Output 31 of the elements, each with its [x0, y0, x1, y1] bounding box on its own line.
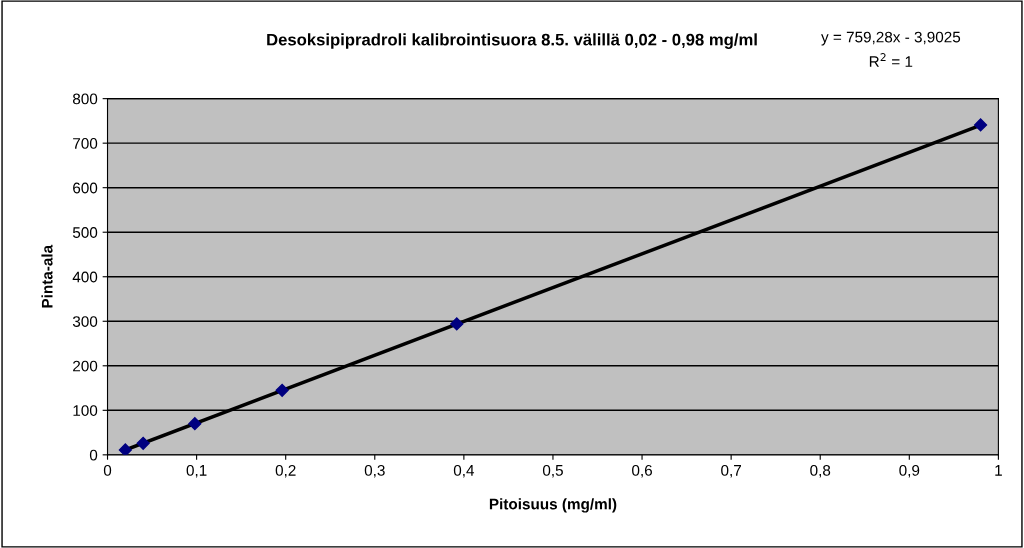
- x-axis-title: Pitoisuus (mg/ml): [489, 498, 617, 513]
- x-tick-label: 0,8: [810, 464, 831, 478]
- x-tick-label: 0,1: [186, 464, 207, 478]
- x-tick-label: 0,9: [899, 464, 920, 478]
- point: [973, 118, 988, 132]
- y-tick-label: 100: [73, 405, 98, 416]
- x-tick-label: 0: [103, 464, 112, 476]
- y-tick-label: 200: [73, 360, 98, 372]
- y-tick-label: 0: [89, 449, 98, 461]
- text: y = 759,28x - 3,9025: [821, 31, 961, 46]
- y-tick-label: 400: [72, 271, 98, 283]
- x-tick-label: 0,3: [364, 464, 385, 478]
- point: [188, 417, 202, 431]
- x-tick-label: 0,6: [632, 464, 652, 478]
- x-tick-label: 0,5: [542, 464, 563, 478]
- chart-title: Desoksipipradroli kalibrointisuora 8.5. välillä 0,02 - 0,98 mg/ml: [267, 33, 757, 49]
- point: [450, 317, 464, 331]
- y-tick-label: 300: [72, 316, 98, 327]
- y-axis-title: Pinta-ala: [41, 244, 53, 308]
- point: [275, 383, 289, 397]
- point: [118, 443, 132, 455]
- y-tick-label: 800: [72, 93, 98, 105]
- y-tick-label: 600: [73, 182, 98, 194]
- y-tick-label: 500: [72, 227, 98, 238]
- x-tick-label: 0,4: [453, 464, 475, 478]
- y-tick-label: 700: [73, 138, 98, 149]
- x-tick-label: 1: [995, 465, 1002, 476]
- x-tick-label: 0,2: [275, 464, 296, 478]
- point: [136, 436, 150, 450]
- x-tick-label: 0,7: [721, 464, 741, 478]
- text: R$^{2}$ = 1: [869, 53, 913, 67]
